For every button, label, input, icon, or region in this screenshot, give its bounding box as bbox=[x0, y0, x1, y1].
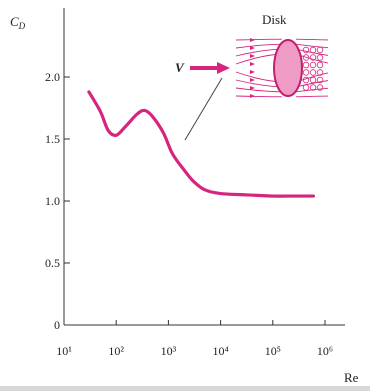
streamline-arrowhead bbox=[250, 78, 255, 82]
data-point bbox=[219, 192, 222, 195]
streamline-downstream bbox=[295, 43, 329, 49]
data-point bbox=[115, 134, 118, 137]
wake-eddy bbox=[316, 54, 324, 61]
data-point bbox=[182, 168, 186, 172]
streamline-arrowhead bbox=[250, 62, 255, 66]
data-point bbox=[143, 109, 146, 112]
x-tick-label: 10² bbox=[108, 344, 124, 358]
streamline-arrowhead bbox=[250, 54, 255, 58]
curve-data-points bbox=[87, 90, 315, 198]
x-tick-label: 10⁵ bbox=[265, 344, 281, 358]
data-point bbox=[203, 188, 207, 192]
wake-eddy bbox=[316, 76, 324, 84]
wake-eddy bbox=[309, 61, 317, 69]
data-point bbox=[271, 194, 274, 198]
velocity-arrow-head bbox=[217, 62, 230, 74]
wake-eddy bbox=[309, 46, 317, 54]
x-tick-label: 10⁴ bbox=[213, 344, 229, 358]
streamline-downstream bbox=[295, 38, 329, 41]
wake-eddy bbox=[309, 69, 317, 76]
y-ticks: 0 0.5 1.0 1.5 2.0 bbox=[45, 70, 70, 332]
wake-eddy bbox=[302, 84, 310, 91]
leader-line bbox=[184, 77, 223, 141]
data-point bbox=[162, 131, 165, 134]
wake-eddy bbox=[309, 84, 317, 91]
x-tick-label: 10³ bbox=[161, 344, 177, 358]
streamline bbox=[235, 43, 283, 49]
wake-eddy bbox=[302, 46, 310, 54]
axes bbox=[63, 8, 345, 326]
wake-eddy bbox=[309, 54, 317, 61]
y-tick-label: 2.0 bbox=[45, 70, 60, 84]
disk-shape bbox=[273, 39, 303, 97]
y-tick-label: 0 bbox=[54, 318, 60, 332]
data-point bbox=[192, 179, 195, 183]
data-point bbox=[135, 113, 139, 116]
disk-inset: Disk V bbox=[175, 12, 329, 98]
wake-eddies bbox=[302, 46, 324, 91]
streamline bbox=[235, 38, 283, 41]
streamline-downstream bbox=[295, 87, 329, 93]
data-point bbox=[244, 193, 247, 196]
streamline bbox=[235, 87, 283, 93]
wake-eddy bbox=[316, 69, 324, 76]
velocity-arrow bbox=[190, 62, 230, 74]
x-ticks: 10¹ 10² 10³ 10⁴ 10⁵ 10⁶ bbox=[56, 320, 333, 358]
data-point bbox=[171, 152, 174, 156]
streamline-arrowhead bbox=[250, 70, 255, 74]
data-point bbox=[296, 194, 299, 198]
y-tick-label: 1.5 bbox=[45, 132, 60, 146]
data-point bbox=[151, 115, 154, 118]
disk-label: Disk bbox=[262, 12, 287, 27]
wake-eddy bbox=[316, 61, 324, 69]
data-point bbox=[106, 129, 110, 132]
x-tick-label: 10⁶ bbox=[317, 344, 333, 358]
wake-eddy bbox=[302, 54, 310, 61]
x-axis-label: Re bbox=[344, 370, 359, 385]
data-point bbox=[124, 125, 127, 128]
y-tick-label: 1.0 bbox=[45, 194, 60, 208]
streamline-arrowhead bbox=[250, 46, 255, 50]
streamline bbox=[235, 95, 283, 98]
streamline-downstream bbox=[295, 95, 329, 98]
wake-eddy bbox=[302, 61, 310, 69]
x-tick-label: 10¹ bbox=[56, 344, 72, 358]
streamline-arrowhead bbox=[250, 86, 255, 90]
wake-eddy bbox=[309, 76, 317, 84]
wake-eddy bbox=[302, 76, 310, 84]
wake-eddy bbox=[302, 69, 310, 76]
wake-eddy bbox=[316, 46, 324, 54]
data-point bbox=[99, 110, 102, 113]
data-point bbox=[87, 90, 91, 94]
velocity-label: V bbox=[175, 60, 185, 75]
streamline-arrowhead bbox=[250, 38, 255, 42]
y-axis-label-subscript: D bbox=[18, 21, 26, 31]
wake-eddy bbox=[316, 84, 324, 91]
data-point bbox=[312, 194, 315, 198]
streamline-arrowhead bbox=[250, 94, 255, 98]
y-tick-label: 0.5 bbox=[45, 256, 60, 270]
